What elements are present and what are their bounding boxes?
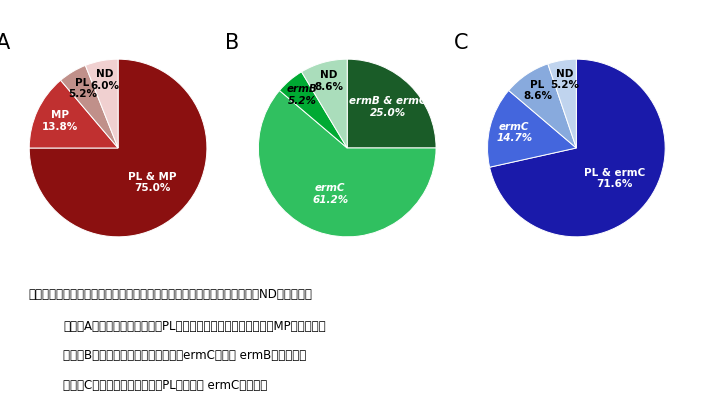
Text: ermC
14.7%: ermC 14.7% [496, 122, 532, 143]
Text: A：アメリカ腐庆病菌（PL）およびヨーロッパ腐庆病菌（MP）の検出率: A：アメリカ腐庆病菌（PL）およびヨーロッパ腐庆病菌（MP）の検出率 [63, 320, 326, 333]
Text: 図　市販の国産ハチミツからの腐庆病菌および薬剤耗性遣伝子の検出率（ND：未検出）: 図 市販の国産ハチミツからの腐庆病菌および薬剤耗性遣伝子の検出率（ND：未検出） [28, 288, 312, 301]
Text: A: A [0, 32, 10, 52]
Text: ND
5.2%: ND 5.2% [551, 69, 580, 90]
Wedge shape [259, 90, 436, 237]
Text: MP
13.8%: MP 13.8% [42, 110, 78, 132]
Wedge shape [509, 64, 577, 148]
Wedge shape [488, 90, 577, 167]
Text: B: B [225, 32, 239, 52]
Text: C: C [454, 32, 468, 52]
Text: PL
8.6%: PL 8.6% [523, 80, 552, 102]
Text: B：マクロライド耗性遣伝子（ermCおよび ermB）の検出率: B：マクロライド耗性遣伝子（ermCおよび ermB）の検出率 [63, 349, 307, 362]
Text: C：アメリカ腐庆病菌（PL）および ermCの検出率: C：アメリカ腐庆病菌（PL）および ermCの検出率 [63, 379, 268, 392]
Wedge shape [548, 59, 577, 148]
Wedge shape [302, 59, 348, 148]
Text: PL & MP
75.0%: PL & MP 75.0% [128, 172, 177, 193]
Text: ermB
5.2%: ermB 5.2% [287, 84, 318, 106]
Wedge shape [61, 66, 118, 148]
Text: ermB & ermC
25.0%: ermB & ermC 25.0% [349, 96, 427, 118]
Wedge shape [347, 59, 436, 148]
Text: PL
5.2%: PL 5.2% [68, 78, 97, 99]
Text: ND
6.0%: ND 6.0% [91, 69, 120, 91]
Wedge shape [279, 72, 347, 148]
Wedge shape [29, 59, 207, 237]
Wedge shape [489, 59, 665, 237]
Text: ND
8.6%: ND 8.6% [314, 70, 343, 92]
Wedge shape [85, 59, 118, 148]
Text: PL & ermC
71.6%: PL & ermC 71.6% [584, 168, 645, 189]
Wedge shape [29, 80, 118, 148]
Text: ermC
61.2%: ermC 61.2% [312, 183, 348, 205]
